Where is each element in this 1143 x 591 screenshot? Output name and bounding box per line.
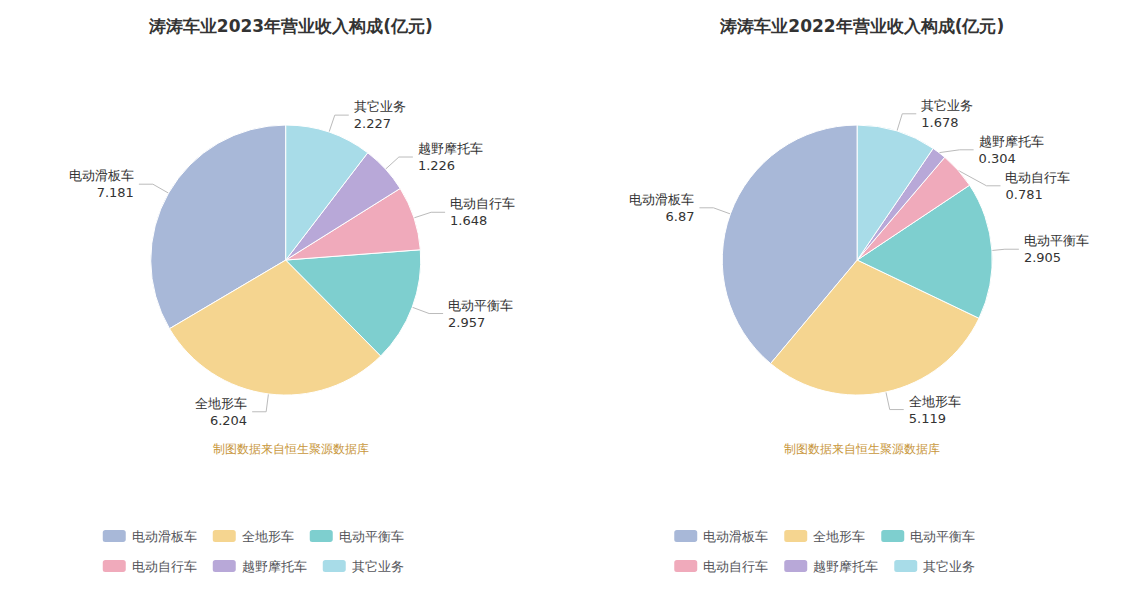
svg-text:0.304: 0.304 <box>979 151 1016 166</box>
svg-text:越野摩托车: 越野摩托车 <box>813 559 878 574</box>
svg-text:0.781: 0.781 <box>1005 187 1042 202</box>
svg-text:电动自行车: 电动自行车 <box>450 196 515 211</box>
svg-text:越野摩托车: 越野摩托车 <box>979 134 1044 149</box>
svg-text:制图数据来自恒生聚源数据库: 制图数据来自恒生聚源数据库 <box>213 442 369 456</box>
svg-text:越野摩托车: 越野摩托车 <box>242 559 307 574</box>
svg-text:5.119: 5.119 <box>909 411 946 426</box>
svg-text:电动平衡车: 电动平衡车 <box>448 298 513 313</box>
svg-text:电动自行车: 电动自行车 <box>1005 170 1070 185</box>
svg-text:制图数据来自恒生聚源数据库: 制图数据来自恒生聚源数据库 <box>784 442 940 456</box>
svg-text:全地形车: 全地形车 <box>242 529 294 544</box>
svg-text:1.678: 1.678 <box>921 115 958 130</box>
svg-text:涛涛车业2023年营业收入构成(亿元): 涛涛车业2023年营业收入构成(亿元) <box>148 16 433 36</box>
svg-text:电动平衡车: 电动平衡车 <box>1024 233 1089 248</box>
svg-text:2.957: 2.957 <box>448 315 485 330</box>
svg-text:2.227: 2.227 <box>354 116 391 131</box>
svg-text:电动自行车: 电动自行车 <box>703 559 768 574</box>
svg-text:电动平衡车: 电动平衡车 <box>339 529 404 544</box>
svg-text:电动滑板车: 电动滑板车 <box>629 192 694 207</box>
svg-text:其它业务: 其它业务 <box>923 559 975 574</box>
svg-text:全地形车: 全地形车 <box>909 394 961 409</box>
svg-text:其它业务: 其它业务 <box>354 99 406 114</box>
svg-text:1.648: 1.648 <box>450 213 487 228</box>
svg-text:全地形车: 全地形车 <box>195 396 247 411</box>
svg-text:其它业务: 其它业务 <box>352 559 404 574</box>
svg-text:2.905: 2.905 <box>1024 250 1061 265</box>
svg-text:越野摩托车: 越野摩托车 <box>418 141 483 156</box>
svg-text:电动滑板车: 电动滑板车 <box>132 529 197 544</box>
svg-text:其它业务: 其它业务 <box>921 98 973 113</box>
svg-text:电动自行车: 电动自行车 <box>132 559 197 574</box>
svg-text:电动滑板车: 电动滑板车 <box>703 529 768 544</box>
svg-text:6.204: 6.204 <box>210 413 247 428</box>
svg-text:电动平衡车: 电动平衡车 <box>910 529 975 544</box>
svg-text:电动滑板车: 电动滑板车 <box>69 168 134 183</box>
svg-text:涛涛车业2022年营业收入构成(亿元): 涛涛车业2022年营业收入构成(亿元) <box>719 16 1004 36</box>
svg-text:全地形车: 全地形车 <box>813 529 865 544</box>
svg-text:6.87: 6.87 <box>665 209 694 224</box>
svg-text:1.226: 1.226 <box>418 158 455 173</box>
svg-text:7.181: 7.181 <box>97 185 134 200</box>
